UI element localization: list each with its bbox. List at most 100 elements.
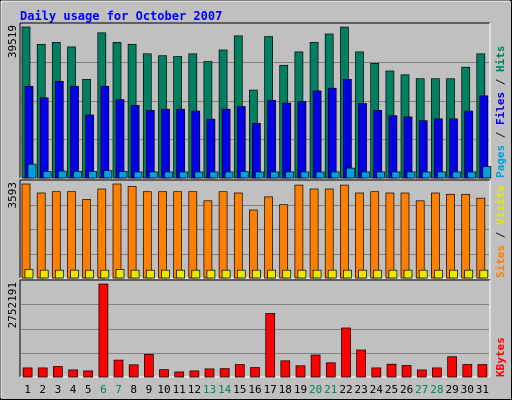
bar-hits-files-day-25 bbox=[388, 115, 398, 179]
bar-hits-pages-day-24 bbox=[376, 171, 386, 179]
bar-hits-files-day-20 bbox=[312, 90, 322, 179]
bar-kbytes-kbytes-day-15 bbox=[234, 364, 245, 378]
bar-visits-sites-day-5 bbox=[85, 269, 94, 279]
bar-hits-files-day-31 bbox=[479, 95, 489, 179]
bar-hits-files-day-30 bbox=[464, 110, 474, 179]
bar-visits-sites-day-17 bbox=[267, 269, 276, 279]
bar-visits-sites-day-31 bbox=[479, 269, 489, 279]
bar-visits-sites-day-25 bbox=[388, 269, 398, 279]
bar-kbytes-kbytes-day-13 bbox=[204, 368, 215, 378]
x-tick-label-11: 11 bbox=[173, 383, 186, 396]
bar-visits-visits-day-7 bbox=[112, 183, 122, 279]
bar-visits-sites-day-10 bbox=[161, 269, 170, 279]
bar-visits-visits-day-5 bbox=[82, 199, 91, 279]
bar-visits-sites-day-14 bbox=[221, 269, 231, 279]
x-tick-label-25: 25 bbox=[385, 383, 398, 396]
bar-visits-visits-day-19 bbox=[294, 184, 304, 279]
bar-hits-pages-day-22 bbox=[346, 167, 355, 179]
bar-hits-files-day-8 bbox=[130, 105, 140, 179]
bar-hits-files-day-18 bbox=[282, 102, 292, 179]
bar-hits-files-day-15 bbox=[236, 106, 246, 179]
bar-hits-files-day-21 bbox=[327, 87, 337, 179]
panel-kbytes-ymax-label: 2752191 bbox=[6, 282, 19, 328]
bar-hits-files-day-16 bbox=[252, 123, 261, 179]
bar-visits-visits-day-23 bbox=[355, 192, 364, 279]
x-tick-label-27: 27 bbox=[415, 383, 428, 396]
x-tick-label-13: 13 bbox=[203, 383, 216, 396]
bar-kbytes-kbytes-day-24 bbox=[371, 367, 382, 378]
bar-visits-visits-day-22 bbox=[340, 184, 349, 279]
bar-visits-sites-day-7 bbox=[115, 269, 125, 279]
bar-visits-sites-day-22 bbox=[343, 269, 352, 279]
bar-hits-files-day-26 bbox=[403, 116, 413, 179]
bar-visits-sites-day-23 bbox=[358, 269, 367, 279]
bar-visits-visits-day-21 bbox=[324, 188, 334, 279]
bar-hits-pages-day-25 bbox=[391, 171, 401, 179]
bar-hits-pages-day-18 bbox=[285, 171, 295, 179]
bar-visits-visits-day-4 bbox=[67, 191, 76, 279]
bar-hits-pages-day-26 bbox=[406, 171, 416, 179]
bar-kbytes-kbytes-day-31 bbox=[477, 364, 488, 378]
x-tick-label-4: 4 bbox=[70, 383, 77, 396]
bar-visits-sites-day-19 bbox=[297, 269, 307, 279]
bar-visits-sites-day-12 bbox=[191, 269, 201, 279]
bar-hits-pages-day-20 bbox=[315, 171, 325, 179]
bar-hits-files-day-29 bbox=[449, 118, 458, 179]
bar-hits-pages-day-2 bbox=[42, 171, 52, 179]
bar-kbytes-kbytes-day-14 bbox=[219, 368, 230, 378]
x-tick-label-22: 22 bbox=[339, 383, 352, 396]
bar-visits-visits-day-30 bbox=[461, 193, 471, 279]
panel-visits-ymax-label: 3593 bbox=[6, 182, 19, 209]
bar-kbytes-kbytes-day-19 bbox=[295, 365, 306, 378]
panel-visits-legend-part: Sites bbox=[494, 245, 507, 278]
bar-visits-sites-day-27 bbox=[418, 269, 428, 279]
bar-kbytes-kbytes-day-5 bbox=[83, 370, 94, 378]
bar-hits-pages-day-4 bbox=[73, 171, 82, 179]
bar-kbytes-kbytes-day-30 bbox=[462, 364, 473, 378]
x-tick-label-7: 7 bbox=[115, 383, 122, 396]
bar-hits-files-day-13 bbox=[206, 118, 216, 179]
panel-visits-legend-label: Sites / Visits bbox=[494, 185, 507, 278]
bar-kbytes-kbytes-day-21 bbox=[325, 362, 336, 378]
bar-hits-files-day-11 bbox=[176, 108, 185, 179]
bar-visits-visits-day-17 bbox=[264, 196, 273, 279]
bar-kbytes-kbytes-day-2 bbox=[37, 367, 48, 378]
bar-hits-pages-day-15 bbox=[239, 171, 249, 179]
bar-visits-sites-day-16 bbox=[252, 269, 261, 279]
bar-visits-sites-day-9 bbox=[145, 269, 155, 279]
x-tick-label-5: 5 bbox=[85, 383, 92, 396]
bar-hits-pages-day-8 bbox=[133, 171, 143, 179]
bar-hits-pages-day-12 bbox=[194, 171, 204, 179]
bar-visits-visits-day-15 bbox=[233, 192, 243, 279]
bar-hits-files-day-7 bbox=[115, 99, 125, 179]
bar-kbytes-kbytes-day-16 bbox=[250, 367, 260, 378]
bar-visits-visits-day-26 bbox=[400, 192, 410, 279]
bar-kbytes-kbytes-day-28 bbox=[432, 367, 442, 378]
x-tick-label-14: 14 bbox=[218, 383, 232, 396]
bar-visits-sites-day-26 bbox=[403, 269, 413, 279]
x-tick-label-20: 20 bbox=[309, 383, 322, 396]
bar-kbytes-kbytes-day-23 bbox=[356, 349, 366, 378]
bar-hits-pages-day-14 bbox=[224, 171, 234, 179]
chart-title: Daily usage for October 2007 bbox=[20, 9, 222, 23]
bar-hits-pages-day-17 bbox=[270, 171, 279, 179]
bar-visits-sites-day-18 bbox=[282, 269, 292, 279]
bar-kbytes-kbytes-day-25 bbox=[386, 363, 397, 378]
x-tick-label-28: 28 bbox=[430, 383, 443, 396]
bar-hits-files-day-28 bbox=[434, 118, 443, 179]
x-tick-label-17: 17 bbox=[264, 383, 277, 396]
panel-visits-legend-part: / bbox=[494, 225, 507, 245]
bar-kbytes-kbytes-day-29 bbox=[447, 356, 457, 378]
bar-visits-visits-day-24 bbox=[370, 191, 380, 279]
bar-hits-files-day-14 bbox=[221, 108, 231, 179]
panel-hits-legend-part: / bbox=[494, 72, 507, 92]
bar-hits-files-day-22 bbox=[343, 79, 352, 179]
bar-hits-pages-day-31 bbox=[482, 166, 492, 179]
bar-hits-files-day-24 bbox=[373, 110, 383, 179]
x-tick-label-26: 26 bbox=[400, 383, 413, 396]
bar-visits-visits-day-9 bbox=[142, 191, 152, 279]
bar-visits-visits-day-12 bbox=[188, 191, 198, 279]
bar-visits-sites-day-3 bbox=[54, 269, 64, 279]
bar-hits-files-day-3 bbox=[54, 80, 64, 179]
bar-hits-files-day-2 bbox=[39, 97, 49, 179]
